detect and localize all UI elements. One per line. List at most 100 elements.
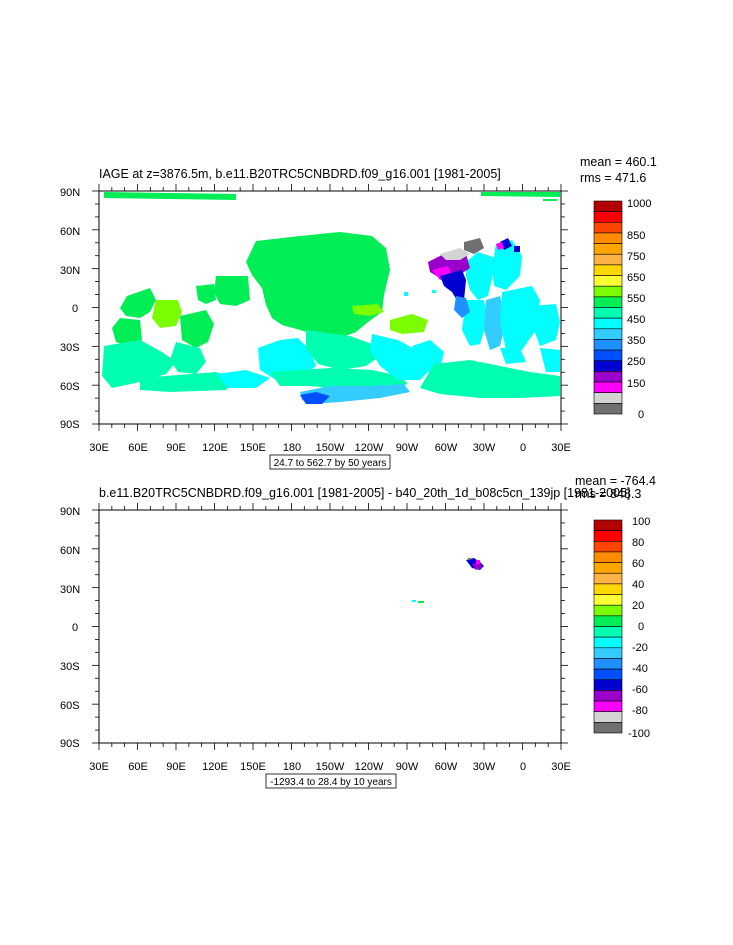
colorbar-label: 100 (632, 516, 650, 528)
colorbar-label: -80 (632, 705, 648, 717)
x-tick-label: 150W (316, 761, 345, 773)
colorbar-swatch (593, 349, 623, 362)
x-tick-label: 120E (202, 761, 228, 773)
panel-1-ticks (92, 184, 568, 431)
x-tick-label: 30W (473, 442, 496, 454)
panel-2-mean: mean = -764.4 (575, 474, 656, 488)
colorbar-label: 0 (638, 409, 644, 421)
field-region (300, 384, 410, 404)
x-tick-label: 120W (355, 761, 384, 773)
colorbar-swatch (593, 381, 623, 393)
colorbar-swatch (593, 211, 623, 223)
field-region (440, 248, 470, 260)
panel-1-range-box (269, 454, 391, 470)
y-tick-label: 90N (60, 187, 80, 199)
field-region (270, 368, 408, 390)
colorbar-label: 0 (638, 621, 644, 633)
x-tick-label: 60W (435, 761, 458, 773)
y-tick-label: 60S (60, 700, 80, 712)
colorbar-swatch (593, 551, 623, 563)
panel-1-title: IAGE at z=3876.5m, b.e11.B20TRC5CNBDRD.f… (99, 167, 501, 181)
colorbar-swatch (593, 264, 623, 276)
x-tick-label: 0 (520, 442, 526, 454)
colorbar-swatch (593, 243, 623, 255)
field-region (214, 276, 250, 306)
colorbar-swatch (593, 530, 623, 542)
x-tick-label: 90E (166, 761, 186, 773)
x-tick-label: 30E (551, 442, 571, 454)
colorbar-swatch (593, 583, 623, 595)
colorbar-swatch (593, 317, 623, 330)
colorbar-swatch (593, 604, 623, 617)
colorbar-swatch (593, 360, 623, 372)
field-region (352, 304, 384, 316)
field-region (104, 192, 236, 200)
field-region (464, 238, 484, 254)
y-tick-label: 30S (60, 342, 80, 354)
x-tick-label: 30E (551, 761, 571, 773)
colorbar-swatch (593, 519, 623, 531)
x-tick-label: 180 (283, 761, 301, 773)
colorbar-swatch (593, 562, 623, 574)
colorbar-swatch (593, 668, 623, 681)
x-tick-label: 90E (166, 442, 186, 454)
colorbar-label: 40 (632, 579, 644, 591)
colorbar-label: 20 (632, 600, 644, 612)
panel-2: b.e11.B20TRC5CNBDRD.f09_g16.001 [1981-20… (60, 474, 656, 789)
x-tick-label: 60W (435, 442, 458, 454)
colorbar-label: 550 (627, 293, 645, 305)
field-region (466, 252, 496, 300)
panel-2-field (412, 558, 484, 603)
x-tick-label: 90W (396, 442, 419, 454)
field-region (454, 296, 470, 318)
colorbar-swatch (593, 647, 623, 659)
field-region (258, 338, 316, 380)
colorbar-label: 450 (627, 314, 645, 326)
colorbar-swatch (593, 403, 623, 415)
field-region (543, 199, 557, 201)
x-tick-label: 120W (355, 442, 384, 454)
x-tick-label: 60E (128, 761, 148, 773)
panel-1-mean: mean = 460.1 (580, 155, 657, 169)
colorbar-label: 150 (627, 378, 645, 390)
field-region (440, 270, 466, 302)
panel-2-title: b.e11.B20TRC5CNBDRD.f09_g16.001 [1981-20… (99, 486, 630, 500)
colorbar-swatch (593, 690, 623, 702)
y-tick-label: 90S (60, 419, 80, 431)
panel-1: IAGE at z=3876.5m, b.e11.B20TRC5CNBDRD.f… (60, 155, 657, 470)
y-tick-label: 0 (72, 303, 78, 315)
x-tick-label: 150E (240, 442, 266, 454)
colorbar-label: 350 (627, 335, 645, 347)
x-tick-label: 150W (316, 442, 345, 454)
colorbar-label: 250 (627, 356, 645, 368)
colorbar-swatch (593, 253, 623, 266)
x-tick-label: 180 (283, 442, 301, 454)
colorbar-swatch (593, 711, 623, 723)
colorbar-swatch (593, 307, 623, 319)
panel-2-range-box (265, 773, 397, 789)
field-region (102, 340, 176, 388)
y-tick-label: 30N (60, 265, 80, 277)
panel-1-rms: rms = 471.6 (580, 171, 646, 185)
colorbar-label: -100 (628, 728, 650, 740)
y-tick-label: 90N (60, 506, 80, 518)
colorbar-swatch (593, 339, 623, 351)
colorbar-swatch (593, 679, 623, 691)
field-region (300, 392, 330, 404)
colorbar-swatch (593, 540, 623, 553)
y-tick-label: 60S (60, 381, 80, 393)
colorbar-swatch (593, 371, 623, 383)
field-region (216, 370, 270, 388)
colorbar-swatch (593, 392, 623, 404)
field-region (500, 348, 526, 364)
field-region (432, 290, 436, 293)
field-region (496, 242, 504, 250)
field-region (140, 372, 236, 392)
panel-1-colorbar (593, 200, 623, 415)
panel-1-range-label: 24.7 to 562.7 by 50 years (274, 458, 387, 469)
colorbar-swatch (593, 285, 623, 298)
colorbar-label: 60 (632, 558, 644, 570)
panel-2-colorbar (593, 519, 623, 734)
field-region (484, 296, 506, 350)
colorbar-label: -20 (632, 642, 648, 654)
